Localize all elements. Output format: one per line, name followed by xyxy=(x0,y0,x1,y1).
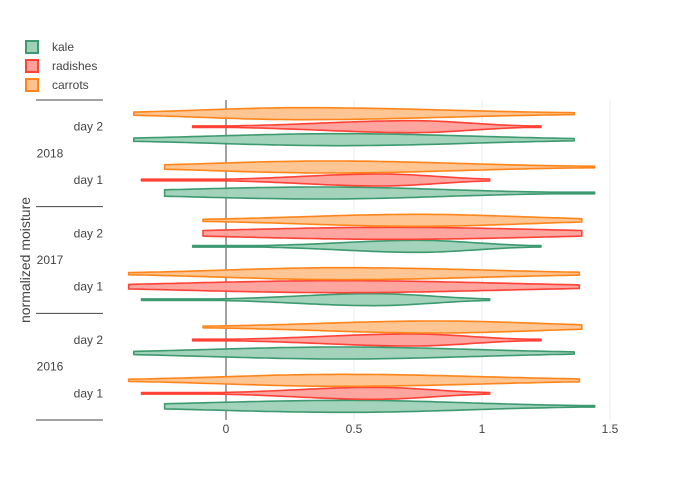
violin-kale-1 xyxy=(133,346,575,360)
legend-label: radishes xyxy=(52,59,97,73)
violin-radishes-4 xyxy=(140,173,491,187)
legend-swatch xyxy=(25,59,39,73)
violin-carrots-0 xyxy=(127,373,581,388)
y-tick-label-day: day 1 xyxy=(74,386,104,400)
legend-swatch xyxy=(25,78,39,92)
violin-kale-2 xyxy=(140,292,491,307)
violin-carrots-2 xyxy=(127,266,581,281)
violin-radishes-3 xyxy=(202,226,583,241)
x-tick-label: 1 xyxy=(479,422,486,436)
violin-carrots-3 xyxy=(202,213,583,228)
x-axis-ticks: 0 0.5 1 1.5 xyxy=(223,422,619,436)
legend-item-kale[interactable]: kale xyxy=(25,40,74,54)
violins xyxy=(127,106,596,414)
violin-radishes-1 xyxy=(191,333,542,347)
y-axis-categories: day 1 day 2 day 1 day 2 day 1 day 2 2016 2017 20… xyxy=(36,99,104,421)
y-tick-label-day: day 2 xyxy=(74,120,104,134)
y-tick-label-year: 2016 xyxy=(37,360,64,374)
violin-kale-5 xyxy=(133,132,575,147)
legend-item-carrots[interactable]: carrots xyxy=(25,78,89,92)
violin-carrots-5 xyxy=(133,106,575,121)
y-tick-label-year: 2017 xyxy=(37,253,64,267)
violin-kale-0 xyxy=(163,399,596,414)
legend-swatch xyxy=(25,40,39,54)
violin-kale-3 xyxy=(191,239,542,254)
violin-carrots-1 xyxy=(202,320,583,334)
legend-item-radishes[interactable]: radishes xyxy=(25,59,97,73)
violin-radishes-0 xyxy=(140,386,491,401)
y-tick-label-day: day 2 xyxy=(74,333,104,347)
violin-carrots-4 xyxy=(163,160,596,174)
legend-label: kale xyxy=(52,40,74,54)
x-tick-label: 1.5 xyxy=(602,422,619,436)
y-tick-label-day: day 1 xyxy=(74,173,104,187)
y-tick-label-year: 2018 xyxy=(37,146,64,160)
legend[interactable]: kale radishes carrots xyxy=(25,40,97,92)
x-tick-label: 0 xyxy=(223,422,230,436)
y-tick-label-day: day 1 xyxy=(74,280,104,294)
y-axis-title: normalized moisture xyxy=(17,197,33,323)
legend-label: carrots xyxy=(52,78,89,92)
violin-radishes-5 xyxy=(191,119,542,134)
violin-radishes-2 xyxy=(127,279,581,294)
y-tick-label-day: day 2 xyxy=(74,226,104,240)
violin-kale-4 xyxy=(163,186,596,200)
gridlines xyxy=(225,100,611,420)
x-tick-label: 0.5 xyxy=(346,422,363,436)
